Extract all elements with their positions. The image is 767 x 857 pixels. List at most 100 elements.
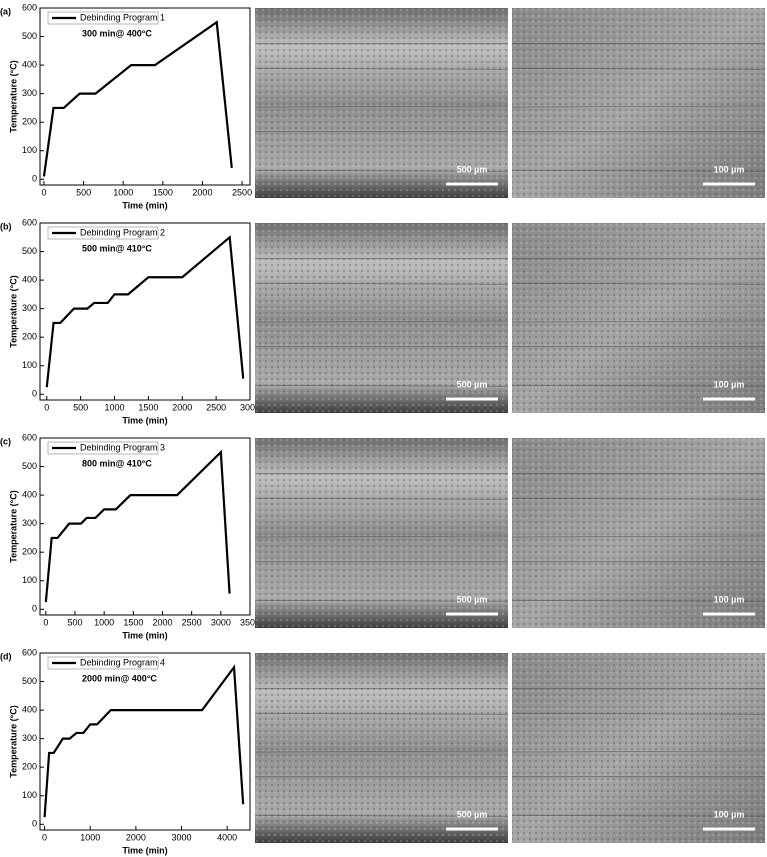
y-tick-label: 400 [22,489,37,499]
sem-layer [511,750,766,753]
x-tick-label: 1500 [138,402,158,412]
x-tick-label: 1000 [94,617,114,627]
x-tick-label: 0 [42,832,47,842]
x-tick-label: 2000 [126,832,146,842]
sem-layer [511,282,766,285]
sem-layer [254,67,509,70]
sem-texture [255,438,508,628]
panel: (d) 0 1000 2000 3000 4000 0 100 200 300 400 500 600 T… [0,647,766,855]
legend-box [47,11,159,25]
x-tick-label: 4000 [217,832,237,842]
x-tick-label: 2000 [152,617,172,627]
y-tick-label: 0 [32,389,37,399]
y-tick-label: 100 [22,575,37,585]
panel-label: (c) [0,436,11,446]
y-tick-label: 500 [22,246,37,256]
panel-label: (d) [0,651,12,661]
annotation: 500 min@ 410°C [82,243,152,253]
y-tick-label: 600 [22,647,37,657]
sem-layer [254,535,509,538]
annotation: 300 min@ 400°C [82,28,152,38]
y-tick-label: 500 [22,31,37,41]
scale-bar-label: 100 µm [714,164,745,174]
data-line [44,449,231,603]
y-tick-label: 300 [22,88,37,98]
x-tick-label: 1500 [153,187,173,197]
y-tick-label: 300 [22,303,37,313]
y-axis-label: Temperature (°C) [8,705,18,777]
y-tick-label: 100 [22,145,37,155]
y-tick-label: 500 [22,461,37,471]
scale-bar-label: 500 µm [457,594,488,604]
y-tick-label: 100 [22,790,37,800]
sem-layer [511,599,766,602]
y-tick-label: 200 [22,547,37,557]
x-tick-label: 1000 [105,402,125,412]
sem-texture [512,8,765,198]
sem-layer [511,169,766,172]
x-tick-label: 3500 [240,617,260,627]
sem-layer [511,712,766,715]
scale-bar-label: 500 µm [457,379,488,389]
sem-layer [254,384,509,387]
sem-texture [512,223,765,413]
sem-texture [512,653,765,843]
plot-frame [39,437,251,616]
x-tick-label: 500 [76,187,91,197]
x-axis-label: Time (min) [122,845,167,855]
x-tick-label: 1500 [123,617,143,627]
y-tick-label: 300 [22,518,37,528]
legend-box [47,656,159,670]
x-tick-label: 2000 [172,402,192,412]
y-tick-label: 400 [22,704,37,714]
x-tick-label: 2500 [182,617,202,627]
y-tick-label: 200 [22,332,37,342]
sem-layer [254,282,509,285]
x-tick-label: 500 [73,402,88,412]
plot-frame [39,222,251,401]
y-axis-label: Temperature (°C) [8,60,18,132]
x-tick-label: 0 [43,617,48,627]
plot-frame [39,652,251,831]
sem-layer [254,712,509,715]
sem-layer [254,599,509,602]
y-tick-label: 200 [22,117,37,127]
sem-layer [254,169,509,172]
legend-label: Debinding Program 4 [80,657,165,667]
y-tick-label: 200 [22,762,37,772]
annotation: 800 min@ 410°C [82,458,152,468]
scale-bar-label: 500 µm [457,809,488,819]
x-axis-label: Time (min) [122,630,167,640]
sem-layer [254,497,509,500]
legend-label: Debinding Program 3 [80,442,165,452]
x-tick-label: 2500 [232,187,252,197]
x-axis-label: Time (min) [122,415,167,425]
panel-label: (a) [0,6,11,16]
x-tick-label: 3000 [172,832,192,842]
sem-layer [511,814,766,817]
y-tick-label: 600 [22,2,37,12]
x-tick-label: 500 [67,617,82,627]
y-tick-label: 600 [22,432,37,442]
sem-texture [255,223,508,413]
sem-layer [254,320,509,323]
y-tick-label: 0 [32,604,37,614]
x-tick-label: 3000 [211,617,231,627]
x-tick-label: 1000 [80,832,100,842]
data-line [42,20,233,177]
panel: (c) 0 500 1000 1500 2000 2500 3000 3500 0 100 200 30… [0,432,766,640]
x-axis-label: Time (min) [122,200,167,210]
sem-texture [512,438,765,628]
panel: (b) 0 500 1000 1500 2000 2500 3000 0 100 200 300 400… [0,217,766,425]
legend-box [47,226,159,240]
y-axis-label: Temperature (°C) [8,490,18,562]
scale-bar-label: 500 µm [457,164,488,174]
scale-bar-label: 100 µm [714,809,745,819]
y-tick-label: 400 [22,274,37,284]
y-tick-label: 600 [22,217,37,227]
panel-label: (b) [0,221,12,231]
y-tick-label: 300 [22,733,37,743]
x-tick-label: 1000 [113,187,133,197]
y-tick-label: 400 [22,59,37,69]
